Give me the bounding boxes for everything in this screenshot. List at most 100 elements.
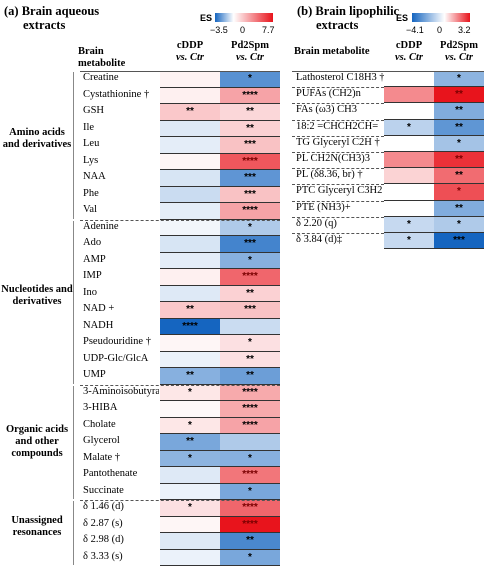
heatmap-cell-pd2spm: ** xyxy=(434,201,484,217)
heatmap-cell-pd2spm: ** xyxy=(434,87,484,103)
heatmap-cell-pd2spm: **** xyxy=(220,154,280,171)
metabolite-label: δ 2.87 (s) xyxy=(83,518,159,529)
heatmap-cell-cddp xyxy=(160,484,220,501)
metabolite-label: Ino xyxy=(83,287,159,298)
heatmap-cell-cddp: **** xyxy=(160,319,220,336)
heatmap-cell-cddp: * xyxy=(160,385,220,402)
row-separator xyxy=(292,184,384,185)
metabolite-label: δ 3.33 (s) xyxy=(83,551,159,562)
heatmap-cell-pd2spm: *** xyxy=(220,236,280,253)
metabolite-label: PL (δ8.36, br) † xyxy=(296,169,384,180)
heatmap-cell-cddp: * xyxy=(384,120,434,136)
panel-b-cb-zero: 0 xyxy=(437,25,442,35)
metabolite-label: NADH xyxy=(83,320,159,331)
heatmap-cell-pd2spm: ** xyxy=(220,352,280,369)
heatmap-cell-cddp: * xyxy=(384,233,434,249)
heatmap-cell-cddp xyxy=(160,236,220,253)
metabolite-label: Succinate xyxy=(83,485,159,496)
heatmap-cell-pd2spm: **** xyxy=(220,418,280,435)
row-separator xyxy=(292,136,384,137)
heatmap-cell-cddp xyxy=(160,517,220,534)
heatmap-cell-cddp xyxy=(160,253,220,270)
panel-b-header-metabolite: Brain metabolite xyxy=(294,46,384,58)
heatmap-cell-cddp xyxy=(384,152,434,168)
panel-a-header-pd2spm: Pd2Spm vs. Ctr xyxy=(220,40,280,64)
heatmap-cell-pd2spm: *** xyxy=(220,170,280,187)
heatmap-cell-pd2spm: *** xyxy=(434,233,484,249)
panel-b-header-cddp: cDDP vs. Ctr xyxy=(384,40,434,64)
heatmap-cell-pd2spm: ** xyxy=(434,168,484,184)
heatmap-cell-pd2spm: ** xyxy=(220,286,280,303)
metabolite-label: Leu xyxy=(83,138,159,149)
heatmap-cell-pd2spm: **** xyxy=(220,517,280,534)
panel-a-colorbar xyxy=(215,13,273,22)
group-separator xyxy=(80,220,280,221)
heatmap-cell-pd2spm: * xyxy=(220,71,280,88)
panel-a-title-line1: (a) Brain aqueous xyxy=(4,4,99,18)
heatmap-cell-cddp xyxy=(160,187,220,204)
row-separator xyxy=(292,120,384,121)
row-separator xyxy=(292,103,384,104)
heatmap-cell-cddp: ** xyxy=(160,434,220,451)
heatmap-cell-pd2spm: * xyxy=(220,484,280,501)
panel-a-header-pd2spm-bot: vs. Ctr xyxy=(220,52,280,64)
row-separator xyxy=(292,168,384,169)
heatmap-cell-pd2spm xyxy=(220,434,280,451)
heatmap-cell-pd2spm: ** xyxy=(220,368,280,385)
heatmap-cell-cddp xyxy=(384,201,434,217)
heatmap-cell-cddp xyxy=(160,335,220,352)
panel-a-header-cddp-top: cDDP xyxy=(160,40,220,52)
heatmap-cell-pd2spm: * xyxy=(434,71,484,87)
heatmap-cell-pd2spm: **** xyxy=(220,467,280,484)
heatmap-cell-pd2spm: **** xyxy=(220,500,280,517)
heatmap-cell-pd2spm: *** xyxy=(220,187,280,204)
panel-b-es-label: ES xyxy=(396,13,408,23)
heatmap-cell-pd2spm: * xyxy=(220,550,280,566)
heatmap-cell-cddp: * xyxy=(160,418,220,435)
metabolite-label: Phe xyxy=(83,188,159,199)
heatmap-cell-cddp xyxy=(160,533,220,550)
heatmap-cell-cddp xyxy=(160,71,220,88)
heatmap-cell-cddp: * xyxy=(160,500,220,517)
metabolite-label: UDP-Glc/GlcA xyxy=(83,353,159,364)
heatmap-cell-cddp xyxy=(160,220,220,237)
heatmap-cell-cddp xyxy=(160,550,220,566)
row-separator xyxy=(292,87,384,88)
heatmap-cell-pd2spm: ** xyxy=(434,103,484,119)
metabolite-label: PTC Glyceryl C3H2 xyxy=(296,185,384,196)
metabolite-label: UMP xyxy=(83,369,159,380)
heatmap-cell-cddp: ** xyxy=(160,368,220,385)
panel-a-title: (a) Brain aqueous extracts xyxy=(4,4,99,32)
panel-b-header-pd2spm-top: Pd2Spm xyxy=(434,40,484,52)
panel-b-title-line2: extracts xyxy=(297,18,399,32)
metabolite-label: Ile xyxy=(83,122,159,133)
heatmap-cell-cddp xyxy=(160,286,220,303)
metabolite-label: Lys xyxy=(83,155,159,166)
heatmap-cell-pd2spm: ** xyxy=(434,152,484,168)
heatmap-cell-pd2spm: ** xyxy=(434,120,484,136)
heatmap-cell-pd2spm: ** xyxy=(220,104,280,121)
metabolite-label: δ 2.98 (d) xyxy=(83,534,159,545)
panel-b-header-cddp-bot: vs. Ctr xyxy=(384,52,434,64)
heatmap-cell-pd2spm: ** xyxy=(220,121,280,138)
heatmap-cell-cddp xyxy=(160,137,220,154)
metabolite-label: Ado xyxy=(83,237,159,248)
heatmap-cell-cddp xyxy=(384,87,434,103)
heatmap-cell-pd2spm: **** xyxy=(220,401,280,418)
metabolite-label: GSH xyxy=(83,105,159,116)
row-separator xyxy=(292,152,384,153)
panel-a-cb-zero: 0 xyxy=(240,25,245,35)
heatmap-cell-pd2spm: **** xyxy=(220,203,280,220)
heatmap-cell-cddp: ** xyxy=(160,302,220,319)
panel-a-title-line2: extracts xyxy=(4,18,99,32)
heatmap-cell-pd2spm: * xyxy=(220,451,280,468)
metabolite-label: Cystathionine † xyxy=(83,89,159,100)
group-separator xyxy=(80,385,280,386)
metabolite-label: Cholate xyxy=(83,419,159,430)
heatmap-cell-pd2spm: * xyxy=(434,217,484,233)
panel-b-cb-min: −4.1 xyxy=(406,25,424,35)
panel-a-es-label: ES xyxy=(200,13,212,23)
heatmap-cell-pd2spm: * xyxy=(220,253,280,270)
metabolite-label: PUFAs (CH2)n xyxy=(296,88,384,99)
heatmap-cell-cddp xyxy=(384,168,434,184)
